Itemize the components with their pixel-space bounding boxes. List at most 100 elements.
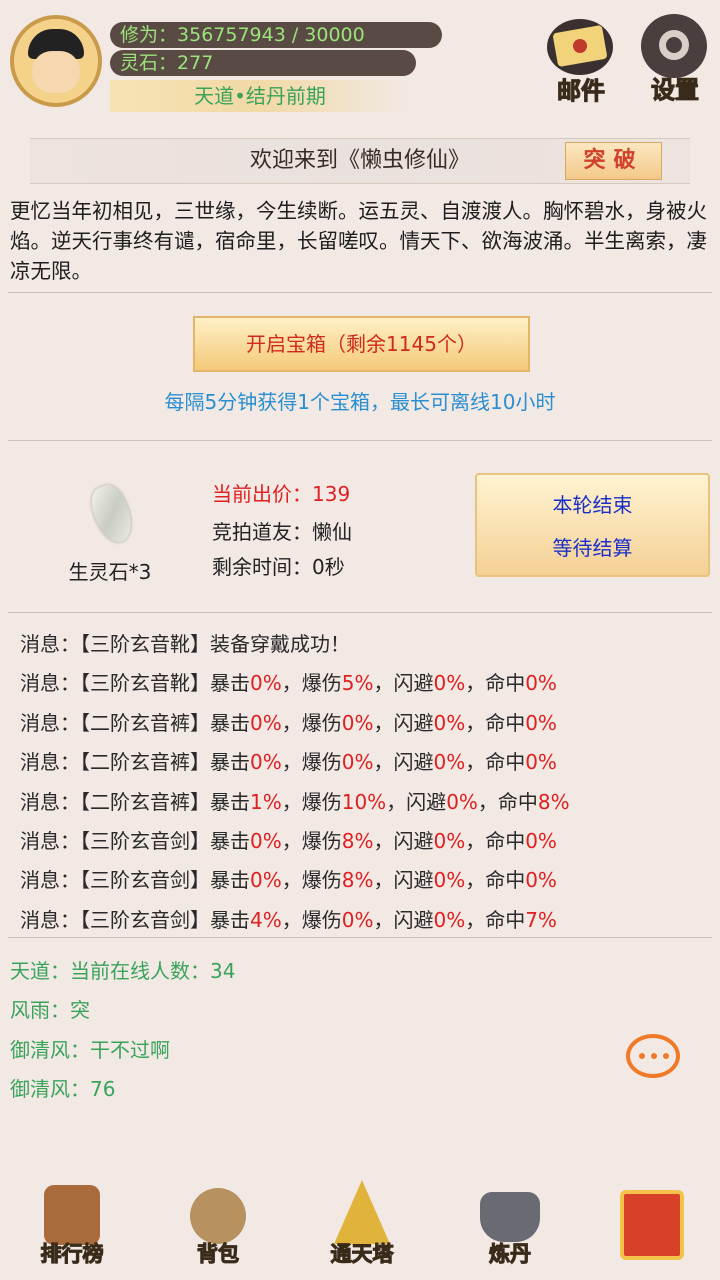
button-line: 本轮结束 (552, 493, 633, 517)
chat-name: 御清风： (10, 1076, 90, 1101)
settings-button[interactable]: 设置 (637, 12, 713, 105)
stat-value: 8% (537, 789, 570, 814)
stat-name: ，爆伤 (281, 710, 342, 735)
stat-value: 10% (341, 789, 387, 814)
round-end-button[interactable]: 本轮结束 等待结算 (475, 473, 710, 577)
nav-icon (480, 1192, 540, 1242)
stat-value: 0% (446, 789, 478, 814)
stat-value: 0% (250, 750, 282, 775)
stat-name: ，爆伤 (281, 868, 342, 893)
stat-value: 0% (433, 750, 466, 775)
time-label: 剩余时间： (212, 555, 312, 579)
stat-value: 8% (341, 868, 374, 893)
stat-name: ，命中 (465, 868, 526, 893)
message: 消息：【三阶玄音剑】暴击0%，爆伤8%，闪避0%，命中0% (20, 864, 557, 893)
bid-line: 当前出价：139 (212, 478, 350, 507)
cultivation-value: 356757943 / 30000 (177, 24, 365, 46)
mail-label: 邮件 (557, 77, 606, 106)
nav-button[interactable]: 排行榜 (40, 1242, 104, 1267)
stat-name: ，闪避 (386, 789, 447, 814)
stat-name: ，闪避 (373, 829, 434, 853)
message-prefix: 消息：【三阶玄音剑】 (20, 829, 210, 853)
bid-value: 139 (312, 482, 351, 506)
stat-name: 暴击 (210, 750, 250, 775)
chest-note: 每隔5分钟获得1个宝箱，最长可离线10小时 (164, 390, 556, 414)
open-chest-button[interactable]: 开启宝箱（剩余1145个） (193, 316, 530, 372)
stat-value: 0% (250, 868, 282, 893)
chat-text: 干不过啊 (90, 1037, 170, 1062)
stat-name: 暴击 (210, 829, 250, 853)
cultivation-label: 修为： (120, 24, 178, 46)
stat-name: ，闪避 (373, 750, 434, 775)
message: 消息：【二阶玄音裤】暴击0%，爆伤0%，闪避0%，命中0% (20, 707, 557, 736)
chat-text: 76 (90, 1076, 116, 1101)
message-prefix: 消息：【三阶玄音剑】 (20, 868, 210, 893)
time-line: 剩余时间：0秒 (212, 551, 345, 580)
nav-icon (190, 1188, 246, 1244)
spirit-stone-label: 灵石： (120, 52, 178, 74)
breakthrough-button[interactable]: 突破 (565, 142, 662, 180)
chat-line: 风雨：突 (10, 994, 90, 1023)
chat-button[interactable] (626, 1034, 680, 1078)
message: 消息：【三阶玄音剑】暴击4%，爆伤0%，闪避0%，命中7% (20, 904, 557, 933)
stat-value: 0% (433, 829, 466, 853)
bidder-value: 懒仙 (312, 520, 352, 544)
item-name: 生灵石*3 (68, 560, 152, 584)
stat-name: ，命中 (465, 710, 526, 735)
stat-name: ，爆伤 (281, 789, 342, 814)
stat-name: 暴击 (210, 671, 250, 696)
stat-name: ，闪避 (373, 671, 434, 696)
stat-name: 暴击 (210, 868, 250, 893)
stat-name: ，爆伤 (281, 750, 342, 775)
message-prefix: 消息：【二阶玄音裤】 (20, 710, 210, 735)
stat-value: 0% (525, 829, 557, 853)
avatar[interactable] (10, 15, 102, 107)
chat-name: 御清风： (10, 1037, 90, 1062)
chat-text: 突 (70, 998, 90, 1023)
nav-icon (44, 1185, 100, 1245)
stat-name: ，爆伤 (281, 671, 342, 696)
chat-name: 风雨： (10, 998, 70, 1023)
spirit-stone-value: 277 (177, 52, 214, 74)
stat-value: 0% (433, 868, 466, 893)
message-prefix: 消息：【三阶玄音靴】装备穿戴成功！ (20, 632, 350, 656)
stat-value: 0% (433, 671, 466, 696)
stat-value: 0% (525, 750, 557, 775)
divider (8, 292, 712, 293)
stat-name: ，命中 (465, 671, 526, 696)
stat-value: 0% (250, 710, 282, 735)
message-prefix: 消息：【二阶玄音裤】 (20, 750, 210, 775)
divider (8, 440, 712, 441)
stat-name: 暴击 (210, 907, 250, 932)
intro-text: 更忆当年初相见，三世缘，今生续断。运五灵、自渡渡人。胸怀碧水，身被火焰。逆天行事… (10, 199, 707, 283)
stat-value: 0% (525, 868, 557, 893)
stat-name: 暴击 (210, 789, 250, 814)
chat-line: 御清风：干不过啊 (10, 1034, 170, 1063)
bidder-line: 竞拍道友：懒仙 (212, 516, 352, 545)
stat-value: 0% (341, 750, 374, 775)
mail-button[interactable]: 邮件 (543, 15, 619, 106)
cultivation-bar: 修为：356757943 / 30000 (110, 22, 442, 48)
settings-label: 设置 (651, 76, 700, 105)
divider (8, 937, 712, 938)
chat-name: 天道： (10, 959, 70, 983)
nav-button[interactable]: 背包 (197, 1242, 240, 1267)
nav-button[interactable]: 通天塔 (330, 1242, 394, 1267)
message: 消息：【三阶玄音剑】暴击0%，爆伤8%，闪避0%，命中0% (20, 825, 557, 854)
stat-name: ，命中 (465, 829, 526, 853)
stat-value: 0% (525, 671, 557, 696)
stat-name: ，命中 (465, 907, 526, 932)
nav-button[interactable]: 炼丹 (489, 1242, 532, 1267)
stat-value: 0% (250, 671, 282, 696)
stat-value: 1% (250, 789, 282, 814)
chat-line: 天道：当前在线人数：34 (10, 955, 235, 984)
stat-value: 0% (433, 710, 466, 735)
stat-name: ，爆伤 (281, 907, 342, 932)
bid-label: 当前出价： (212, 482, 312, 506)
gift-button[interactable] (620, 1190, 684, 1260)
stat-value: 4% (250, 907, 282, 932)
stat-name: ，命中 (477, 789, 538, 814)
message: 消息：【二阶玄音裤】暴击1%，爆伤10%，闪避0%，命中8% (20, 786, 570, 815)
stat-value: 5% (341, 671, 374, 696)
